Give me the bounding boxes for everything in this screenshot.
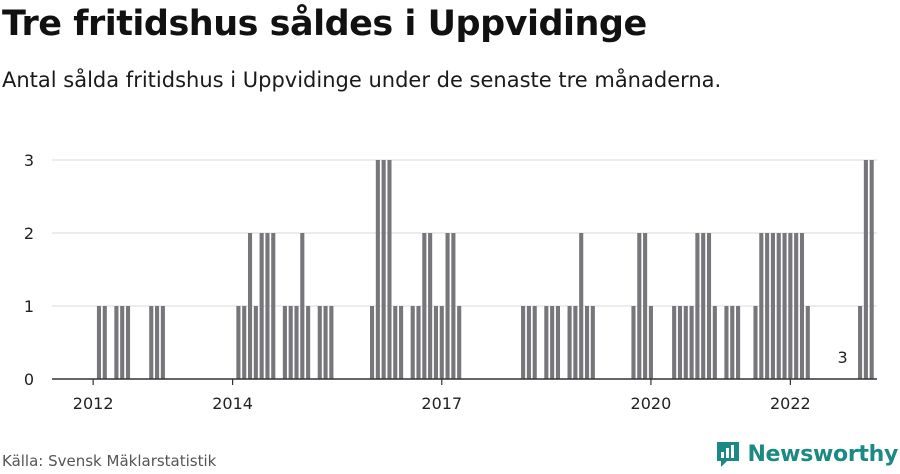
bar [265, 233, 270, 379]
bar [863, 160, 868, 379]
bar [579, 233, 584, 379]
x-tick-label: 2012 [73, 394, 114, 413]
bar [805, 306, 810, 379]
bar [399, 306, 404, 379]
chart-subtitle: Antal sålda fritidshus i Uppvidinge unde… [2, 68, 722, 92]
bar [125, 306, 131, 379]
bar [794, 233, 799, 379]
bar [387, 160, 392, 379]
newsworthy-logo-icon [717, 442, 740, 467]
bar [253, 306, 258, 379]
bar [300, 233, 305, 379]
bar [521, 306, 526, 379]
bar [724, 306, 729, 379]
bar [457, 306, 462, 379]
bar [439, 306, 444, 379]
bar [637, 233, 642, 379]
bar [288, 306, 293, 379]
bar [160, 306, 165, 379]
bar [590, 306, 595, 379]
bar [689, 306, 694, 379]
bar [544, 306, 549, 379]
y-tick-label: 3 [24, 151, 34, 170]
bar [532, 306, 537, 379]
bar [730, 306, 735, 379]
bar [858, 306, 863, 379]
y-tick-label: 0 [24, 370, 34, 389]
x-tick-label: 2017 [421, 394, 462, 413]
bar [247, 233, 253, 379]
bar [567, 306, 572, 379]
bar [683, 306, 688, 379]
bar [96, 306, 102, 379]
y-tick-label: 2 [24, 224, 34, 243]
brand-name: Newsworthy [747, 441, 898, 467]
bar [765, 233, 770, 379]
bar [306, 306, 311, 379]
bar [381, 160, 386, 379]
highlight-data-label: 3 [838, 348, 848, 367]
bar [555, 306, 561, 379]
y-tick-label: 1 [24, 297, 34, 316]
bar [369, 306, 375, 379]
bar [445, 233, 450, 379]
bar [271, 233, 276, 379]
bar [102, 306, 107, 379]
bar [236, 306, 241, 379]
bar [631, 306, 636, 379]
source-note: Källa: Svensk Mäklarstatistik [2, 452, 217, 470]
bar [410, 306, 415, 379]
bar [712, 306, 717, 379]
bar [375, 160, 380, 379]
bar [294, 306, 299, 379]
bar [259, 233, 264, 379]
bar [770, 233, 775, 379]
bar [451, 233, 456, 379]
bar [672, 306, 677, 379]
bar [695, 233, 700, 379]
x-tick-label: 2020 [631, 394, 672, 413]
bar [416, 306, 421, 379]
bar [550, 306, 555, 379]
bar [706, 233, 712, 379]
bar [393, 306, 398, 379]
bar [701, 233, 706, 379]
bar-chart: 0 1 2 3 3 2012 2014 2017 2020 2022 [24, 151, 877, 413]
bar [428, 233, 433, 379]
bar [242, 306, 247, 379]
bar [759, 233, 764, 379]
bar [526, 306, 531, 379]
bar [573, 306, 578, 379]
bar [120, 306, 125, 379]
bar [788, 233, 793, 379]
bar [149, 306, 154, 379]
bar [869, 160, 874, 379]
brand-logo: Newsworthy [715, 440, 898, 468]
bar [433, 306, 438, 379]
bar [677, 306, 683, 379]
x-tick-label: 2014 [212, 394, 253, 413]
bar [782, 233, 787, 379]
bar [155, 306, 160, 379]
x-tick-label: 2022 [770, 394, 811, 413]
bar [643, 233, 648, 379]
bar [736, 306, 741, 379]
bar [317, 306, 322, 379]
bar [323, 306, 328, 379]
bar [753, 306, 758, 379]
bar [776, 233, 781, 379]
bar [584, 306, 590, 379]
bar [799, 233, 805, 379]
chart-title: Tre fritidshus såldes i Uppvidinge [2, 4, 647, 44]
bar [422, 233, 427, 379]
bar [282, 306, 287, 379]
bar [114, 306, 119, 379]
bar [648, 306, 653, 379]
bar [329, 306, 334, 379]
